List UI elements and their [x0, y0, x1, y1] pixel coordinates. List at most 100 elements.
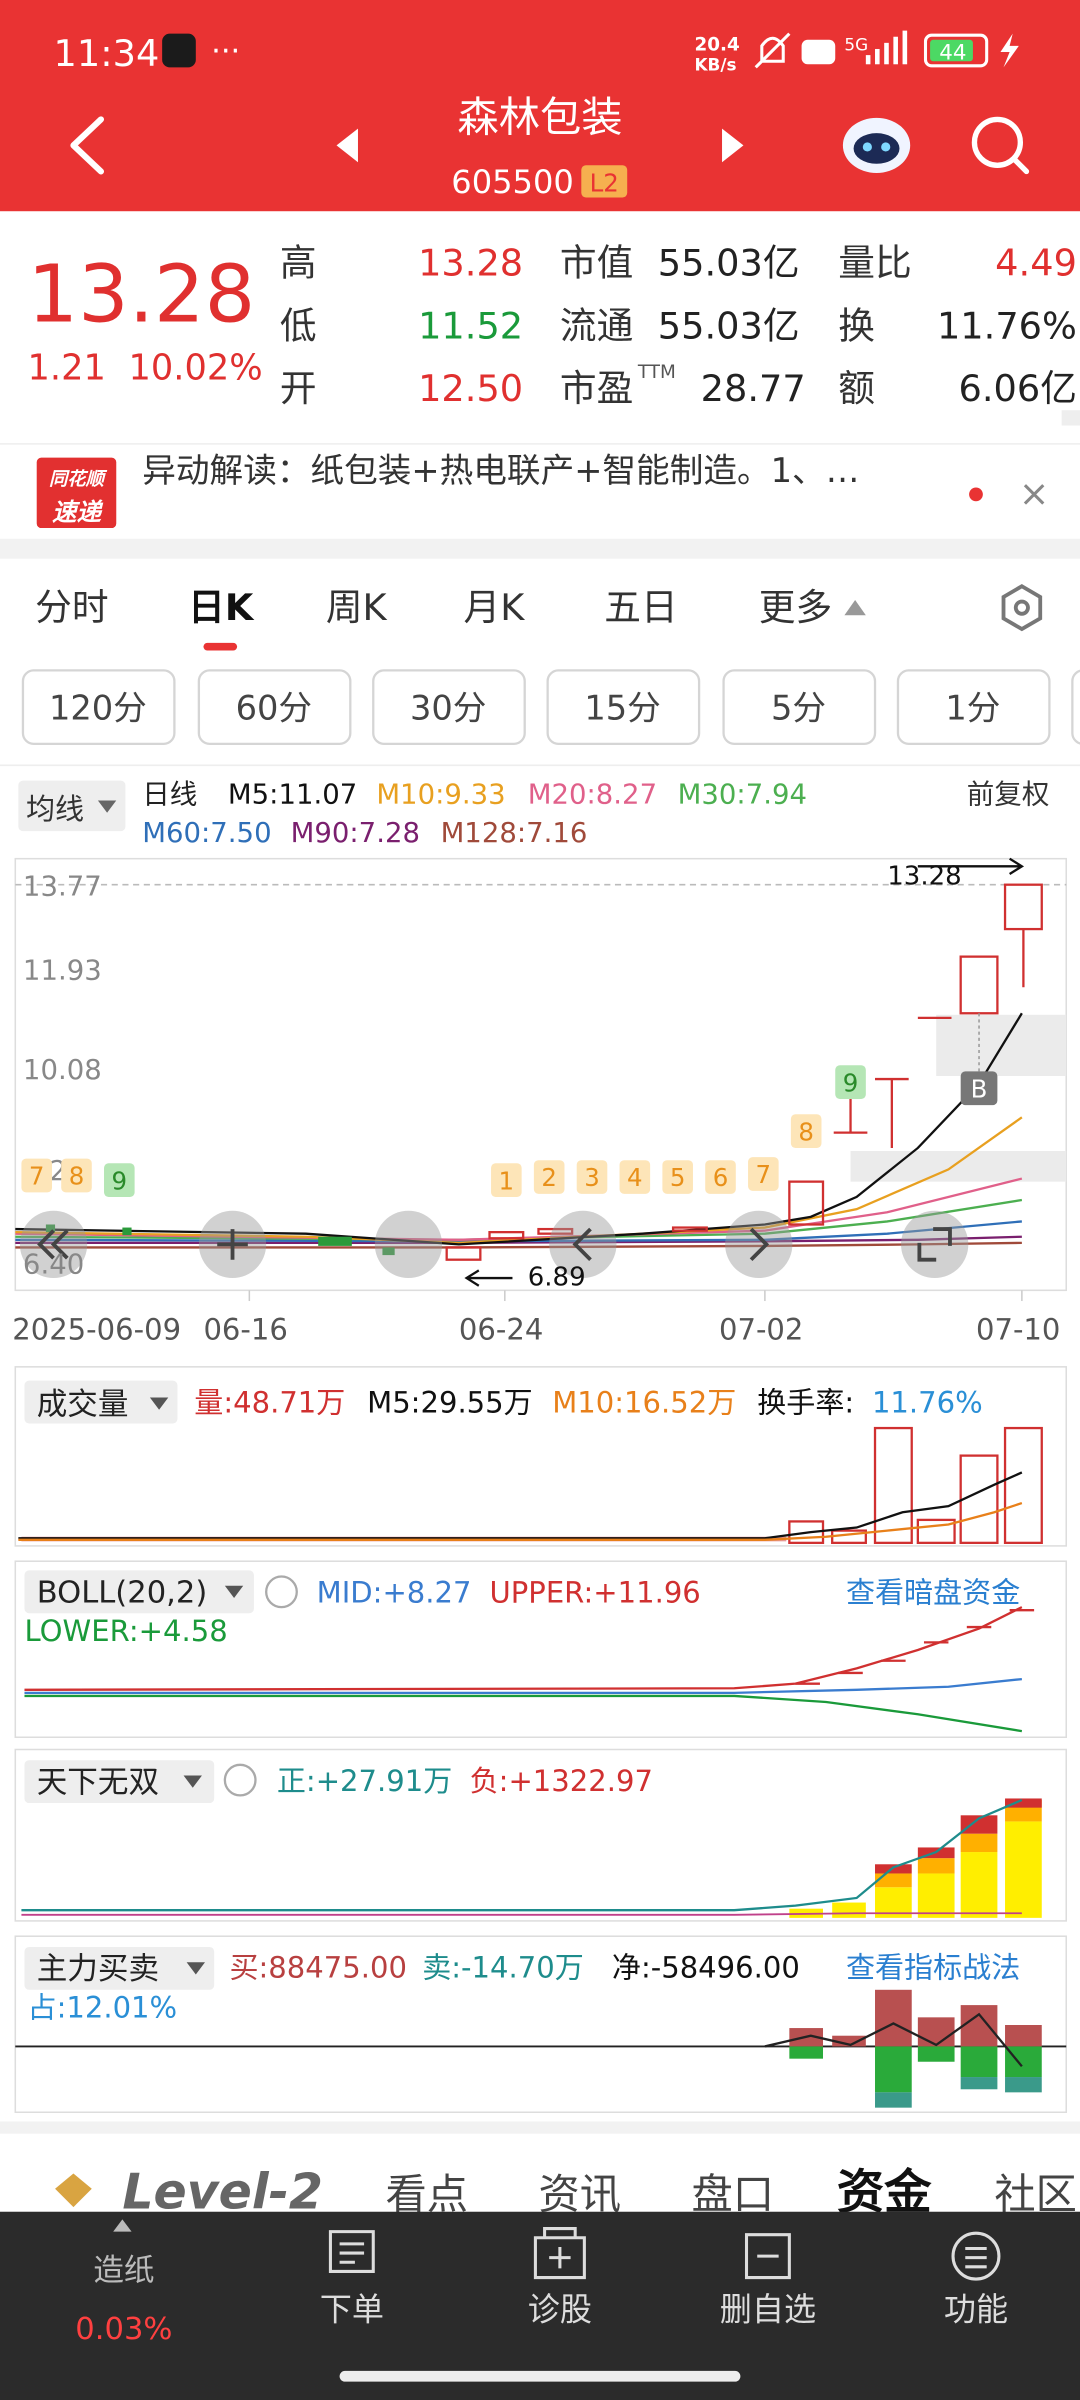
- bottom-tab[interactable]: Level-2: [122, 2164, 323, 2221]
- bottom-tab[interactable]: 资讯: [538, 2171, 621, 2219]
- stat-label: 市盈: [560, 367, 633, 410]
- separator: [0, 2121, 1080, 2134]
- panel-selector-bg[interactable]: [24, 1570, 254, 1614]
- status-icons: [1000, 33, 1019, 68]
- tab-active[interactable]: 日K: [188, 586, 255, 629]
- tab[interactable]: 月K: [464, 586, 526, 629]
- signal-badge: 6: [713, 1163, 729, 1192]
- signal-badges: [748, 1157, 779, 1191]
- link[interactable]: 查看暗盘资金: [846, 1576, 1020, 1610]
- news-text[interactable]: 异动解读：纸包装+热电联产+智能制造。1、…: [142, 451, 859, 490]
- price-chart: [549, 1210, 617, 1279]
- interval-button[interactable]: [546, 669, 701, 746]
- stat-label: 换: [838, 304, 875, 347]
- volume-legend: 量:48.71万 M5:29.55万 M10:16.52万 换手率: 11.76…: [194, 1386, 982, 1420]
- panel-selector-bg[interactable]: [24, 1760, 215, 1804]
- change: 1.21: [28, 348, 106, 389]
- scroll-hint: [1061, 410, 1080, 426]
- panel-selector-bg[interactable]: [24, 1380, 178, 1424]
- quote-stats: 高 13.28 低 11.52 开 12.50 市值 55.03亿 流通 55.…: [280, 242, 1077, 411]
- status-speed: 20.4: [695, 35, 740, 56]
- nav-icons: [965, 2246, 987, 2269]
- link[interactable]: 查看指标战法: [846, 1951, 1020, 1985]
- ma-selector-bg[interactable]: [18, 780, 126, 832]
- tianxia-panel: [789, 1821, 1042, 1918]
- bottom-tab[interactable]: 盘口: [691, 2171, 774, 2219]
- interval-button[interactable]: [722, 669, 877, 746]
- signal-badge: 2: [541, 1163, 557, 1192]
- stat-label: 低: [280, 304, 317, 347]
- search-button[interactable]: [971, 116, 1030, 175]
- stat-value: 6.06亿: [958, 367, 1076, 410]
- nav-item[interactable]: 删自选: [720, 2290, 816, 2328]
- y-tick-label: 6.40: [23, 1248, 84, 1280]
- panel-selector-bg[interactable]: [24, 1946, 215, 1990]
- next-stock[interactable]: [722, 128, 744, 163]
- help-icon[interactable]: [265, 1575, 298, 1609]
- back-button[interactable]: [70, 116, 105, 175]
- volume-panel: [14, 1366, 1067, 1547]
- volume-panel: [959, 1454, 999, 1545]
- status-network: 5G: [844, 35, 868, 55]
- settings-button: [1013, 599, 1030, 616]
- tianxia-panel: [875, 1873, 912, 1888]
- change-pct: 10.02%: [128, 348, 262, 389]
- signal-badge: 8: [798, 1117, 814, 1146]
- nav-item[interactable]: 诊股: [528, 2290, 592, 2328]
- x-tick-label: 06-24: [459, 1312, 543, 1346]
- interval-button[interactable]: [21, 669, 176, 746]
- main-force-panel: [875, 2046, 912, 2093]
- tab[interactable]: 分时: [35, 586, 108, 629]
- settings-button[interactable]: [1001, 584, 1043, 632]
- legend-item: 卖:-14.70万: [422, 1951, 584, 1985]
- adjust-mode[interactable]: 前复权: [967, 779, 1050, 811]
- bottom-tab[interactable]: 看点: [385, 2171, 468, 2219]
- signal-badges: [705, 1160, 736, 1194]
- panel-title[interactable]: BOLL(20,2): [37, 1576, 208, 1611]
- price-chart: [15, 1116, 1023, 1245]
- price-chart: [15, 1012, 1023, 1246]
- tianxia-panel: [14, 1748, 1067, 1922]
- volume-panel: [18, 1471, 1023, 1540]
- panel-title[interactable]: 成交量: [37, 1387, 129, 1422]
- stat-sup: TTM: [637, 362, 676, 383]
- tianxia-panel: [960, 1833, 998, 1853]
- price-chart: [917, 1227, 952, 1262]
- close-news[interactable]: [1023, 484, 1045, 505]
- interval-button[interactable]: [896, 669, 1051, 746]
- bottom-tab-active[interactable]: 资金: [837, 2166, 932, 2221]
- y-tick-label: 11.93: [23, 955, 102, 987]
- tab[interactable]: 周K: [326, 586, 388, 629]
- min-label: 6.89: [528, 1263, 586, 1293]
- sector-name[interactable]: 造纸: [93, 2254, 154, 2289]
- signal-badges: [835, 1065, 866, 1099]
- robot-button: [881, 142, 891, 152]
- tab[interactable]: 五日: [604, 586, 677, 629]
- price-chart: [217, 1229, 248, 1260]
- stat-label: 流通: [560, 304, 633, 347]
- prev-stock[interactable]: [336, 128, 358, 163]
- interval-button[interactable]: [197, 669, 352, 746]
- stat-value: 28.77: [701, 367, 806, 410]
- panel-title[interactable]: 天下无双: [37, 1765, 159, 1800]
- status-icons: [893, 36, 898, 65]
- x-tick-label: 06-16: [203, 1312, 287, 1346]
- nav-item[interactable]: 下单: [320, 2290, 384, 2328]
- help-icon[interactable]: [223, 1763, 257, 1797]
- price-chart: [537, 1227, 574, 1235]
- legend-item: 净:-58496.00: [612, 1951, 800, 1985]
- bottom-tab[interactable]: 社区: [994, 2171, 1077, 2219]
- price-chart: [15, 1012, 1023, 1249]
- tab[interactable]: 更多: [759, 586, 832, 629]
- nav-item[interactable]: 功能: [944, 2290, 1008, 2328]
- main-force-panel: [764, 2012, 1023, 2068]
- signal-badges: [960, 1071, 998, 1106]
- ma-selector[interactable]: 均线: [26, 792, 84, 826]
- volume-panel: [788, 1426, 1043, 1545]
- panel-title[interactable]: 主力买卖: [37, 1952, 159, 1987]
- robot-button[interactable]: [842, 117, 911, 173]
- interval-button[interactable]: [372, 669, 526, 746]
- nav-icons: [533, 2227, 586, 2280]
- interval-button[interactable]: [1071, 669, 1080, 745]
